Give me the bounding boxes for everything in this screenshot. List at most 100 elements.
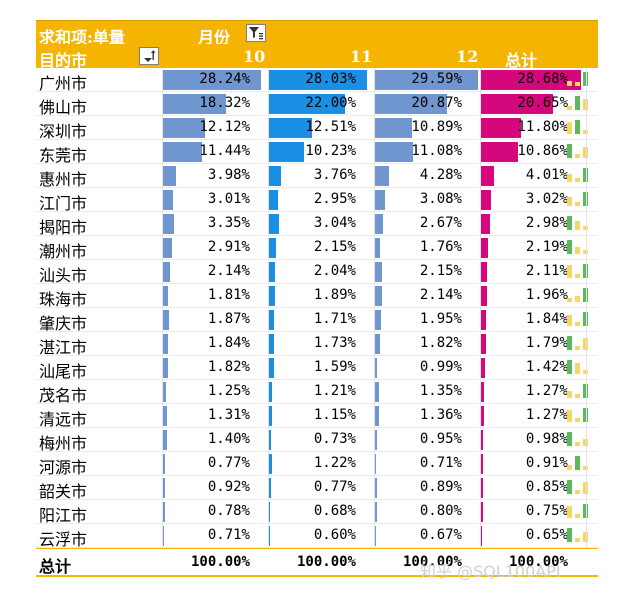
table-row: 深圳市 12.12% 12.51% 10.89% 11.80%: [36, 116, 598, 141]
city-name: 茂名市: [39, 386, 88, 405]
sparkline-bar: [567, 122, 572, 134]
value-cell: 1.22%: [268, 452, 374, 476]
sparkline-bar: [583, 250, 588, 254]
value-cell: 1.76%: [374, 236, 480, 260]
value-cell: 1.95%: [374, 308, 480, 332]
value-cell: 0.95%: [374, 428, 480, 452]
grid-line: [36, 115, 598, 116]
percent-value: 1.25%: [207, 383, 250, 399]
city-name: 韶关市: [39, 482, 88, 501]
pivot-column-header-row: 目的市 10 11 12 总计: [36, 44, 598, 70]
value-cell: 0.68%: [268, 500, 374, 524]
sparkline-bar: [583, 384, 588, 398]
percent-value: 2.98%: [525, 215, 568, 231]
percent-value: 0.77%: [207, 455, 250, 471]
percent-value: 2.15%: [313, 239, 356, 255]
value-cell: 28.68%: [480, 68, 586, 92]
value-cell: 0.77%: [268, 476, 374, 500]
data-bar: [374, 502, 377, 522]
data-bar: [374, 142, 413, 162]
percent-value: 2.11%: [525, 263, 568, 279]
value-cell: 1.81%: [162, 284, 268, 308]
data-bar: [268, 142, 304, 162]
percent-value: 1.95%: [419, 311, 462, 327]
table-row: 汕尾市 1.82% 1.59% 0.99% 1.42%: [36, 356, 598, 381]
percent-value: 2.14%: [207, 263, 250, 279]
value-cell: 29.59%: [374, 68, 480, 92]
sparkline-bar: [583, 337, 588, 350]
table-row: 佛山市 18.32% 22.00% 20.87% 20.65%: [36, 92, 598, 117]
value-cell: 1.25%: [162, 380, 268, 404]
table-row: 湛江市 1.84% 1.73% 1.82% 1.79%: [36, 332, 598, 357]
city-name: 湛江市: [39, 338, 88, 357]
percent-value: 0.91%: [525, 455, 568, 471]
sparkline-bar: [567, 432, 572, 446]
table-row: 河源市 0.77% 1.22% 0.71% 0.91%: [36, 452, 598, 477]
grand-total-row: 总计 100.00% 100.00% 100.00% 100.00%: [36, 548, 598, 577]
data-bar: [268, 310, 274, 330]
city-name: 云浮市: [39, 530, 88, 549]
grand-total-10: 100.00%: [190, 554, 250, 570]
data-bar: [268, 430, 271, 450]
grid-line: [36, 187, 598, 188]
value-cell: 1.84%: [162, 332, 268, 356]
grid-line: [36, 475, 598, 476]
data-bar: [374, 334, 381, 354]
data-bar: [162, 190, 173, 210]
percent-value: 0.71%: [207, 527, 250, 543]
sparkline: [563, 164, 597, 188]
value-cell: 3.98%: [162, 164, 268, 188]
data-bar: [374, 478, 378, 498]
value-cell: 0.98%: [480, 428, 586, 452]
city-name: 惠州市: [39, 170, 88, 189]
percent-value: 1.27%: [525, 383, 568, 399]
sparkline: [563, 332, 597, 356]
sparkline-bar: [575, 456, 580, 470]
percent-value: 0.75%: [525, 503, 568, 519]
grid-line: [36, 547, 598, 548]
sparkline-bar: [567, 464, 572, 470]
column-filter-button[interactable]: [246, 24, 266, 42]
sparkline: [563, 212, 597, 236]
sparkline-bar: [575, 295, 580, 302]
value-cell: 1.27%: [480, 380, 586, 404]
data-bar: [374, 526, 377, 546]
percent-value: 1.22%: [313, 455, 356, 471]
value-cell: 0.73%: [268, 428, 374, 452]
sparkline-bar: [567, 505, 572, 518]
percent-value: 1.84%: [525, 311, 568, 327]
percent-value: 1.84%: [207, 335, 250, 351]
data-bar: [268, 262, 276, 282]
row-sort-button[interactable]: [139, 47, 159, 65]
percent-value: 12.51%: [305, 119, 356, 135]
sparkline-bar: [575, 82, 580, 86]
value-cell: 28.24%: [162, 68, 268, 92]
data-bar: [374, 310, 381, 330]
percent-value: 29.59%: [411, 71, 462, 87]
table-row: 肇庆市 1.87% 1.71% 1.95% 1.84%: [36, 308, 598, 333]
data-bar: [480, 214, 491, 234]
percent-value: 4.01%: [525, 167, 568, 183]
grid-line: [268, 68, 269, 548]
table-row: 广州市 28.24% 28.03% 29.59% 28.68%: [36, 68, 598, 93]
percent-value: 1.96%: [525, 287, 568, 303]
city-name: 汕尾市: [39, 362, 88, 381]
data-bar: [374, 430, 378, 450]
data-bar: [162, 502, 165, 522]
percent-value: 0.80%: [419, 503, 462, 519]
sparkline-bar: [575, 362, 580, 374]
sparkline-bar: [583, 312, 588, 326]
data-bar: [268, 166, 282, 186]
grid-line: [36, 139, 598, 140]
grid-line: [36, 331, 598, 332]
data-bar: [268, 238, 276, 258]
city-name: 梅州市: [39, 434, 88, 453]
table-row: 东莞市 11.44% 10.23% 11.08% 10.86%: [36, 140, 598, 165]
percent-value: 1.59%: [313, 359, 356, 375]
sparkline-bar: [575, 514, 580, 518]
data-bar: [162, 238, 173, 258]
sparkline-bar: [575, 394, 580, 398]
value-cell: 12.12%: [162, 116, 268, 140]
value-cell: 10.89%: [374, 116, 480, 140]
city-name: 深圳市: [39, 122, 88, 141]
